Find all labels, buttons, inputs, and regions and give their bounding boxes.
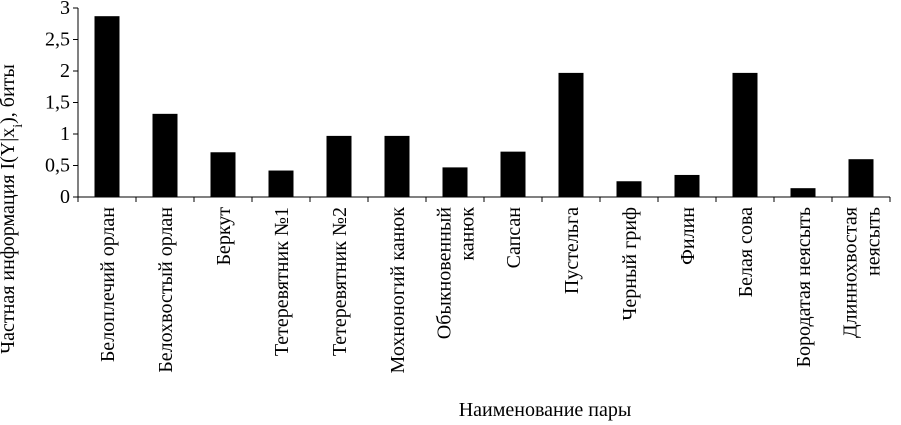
x-tick-label: Сапсан — [503, 207, 525, 269]
bar — [558, 72, 584, 197]
y-axis: 0 0,5 1 1,5 2 2,5 3 — [45, 0, 79, 208]
y-tick-label: 3 — [60, 0, 70, 19]
x-tick-label: Черный гриф — [619, 207, 641, 321]
bar — [442, 167, 468, 197]
bar — [674, 174, 700, 197]
bar — [616, 181, 642, 197]
bar — [326, 135, 352, 197]
bar — [384, 135, 410, 197]
bar — [94, 16, 120, 197]
y-tick-label: 1,5 — [45, 92, 70, 114]
x-tick-label: Белохвостый орлан — [155, 207, 177, 373]
x-tick-label: Обыкновенныйканюк — [434, 207, 479, 340]
bar — [152, 113, 178, 197]
bar — [500, 151, 526, 197]
bar — [268, 170, 294, 197]
bar — [790, 188, 816, 197]
y-tick-label: 0,5 — [45, 155, 70, 177]
x-tick-label: Тетеревятник №1 — [271, 207, 293, 356]
bars — [94, 16, 874, 197]
bar — [732, 72, 758, 197]
y-tick-label: 2,5 — [45, 29, 70, 51]
x-tick-label: Белоплечий орлан — [97, 207, 119, 362]
x-tick-label: Бородатая неясыть — [793, 207, 815, 367]
x-tick-label: Пустельга — [561, 207, 583, 294]
x-axis — [77, 196, 891, 202]
y-tick-label: 1 — [60, 123, 70, 145]
x-tick-labels: Белоплечий орлан Белохвостый орлан Беркут Т… — [97, 207, 885, 374]
bar — [848, 159, 874, 197]
x-axis-label: Наименование пары — [459, 399, 632, 421]
x-tick-label: Мохноногий канюк — [387, 207, 409, 374]
x-tick-label: Беркут — [213, 207, 235, 266]
x-tick-label: Филин — [677, 207, 699, 265]
y-tick-label: 0 — [60, 186, 70, 208]
y-tick-label: 2 — [60, 60, 70, 82]
x-tick-label: Тетеревятник №2 — [329, 207, 351, 356]
x-tick-label: Белая сова — [735, 207, 757, 297]
y-axis-label: Частная информация I(Y|xi), биты — [0, 64, 26, 354]
x-tick-label: Длиннохвостаянеясыть — [840, 207, 885, 338]
bar — [210, 152, 236, 197]
